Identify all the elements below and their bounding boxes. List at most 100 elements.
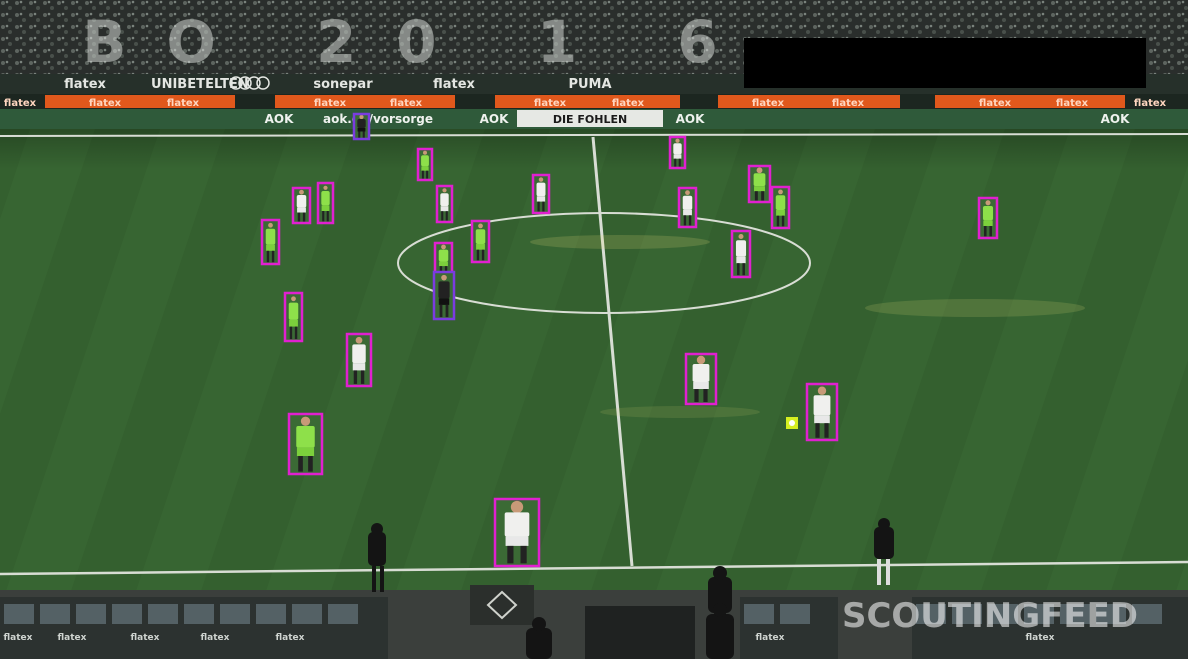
- player-leg: [694, 389, 699, 402]
- lower-ad-text: AOK: [1101, 112, 1130, 126]
- player-detection: [283, 291, 304, 343]
- tunnel-area: [585, 606, 695, 659]
- bench-ad-text: flatex: [276, 633, 305, 643]
- detection-box: [668, 135, 687, 170]
- player-detection: [677, 186, 698, 229]
- detection-box: [287, 412, 324, 476]
- detection-box: [283, 291, 304, 343]
- player-leg: [439, 266, 443, 275]
- player-leg: [445, 211, 448, 221]
- player-leg: [481, 249, 485, 261]
- player-leg: [308, 456, 313, 472]
- player-shorts: [736, 256, 746, 264]
- detection-box: [291, 186, 312, 225]
- detection-box: [531, 173, 551, 215]
- player-head: [538, 177, 544, 182]
- player-shirt: [673, 143, 682, 155]
- lower-ad-text: AOK: [265, 112, 294, 126]
- player-detection: [416, 147, 434, 182]
- player-head: [441, 244, 446, 250]
- player-shirt: [438, 249, 449, 262]
- player-leg: [289, 326, 293, 340]
- lower-ad-text: DIE FOHLEN: [553, 113, 627, 126]
- player-head: [300, 416, 311, 426]
- player-shirt: [813, 395, 831, 416]
- centre-circle: [397, 212, 811, 314]
- player-detection: [977, 196, 999, 240]
- player-leg: [326, 211, 329, 222]
- ball-detection: [786, 417, 798, 429]
- sideline-staff: [368, 518, 894, 659]
- player-shirt: [475, 229, 486, 244]
- player-shirt: [296, 426, 315, 448]
- player-leg: [520, 545, 527, 564]
- player-leg: [781, 215, 785, 227]
- detection-box: [416, 147, 434, 182]
- player-head: [738, 234, 744, 240]
- orange-ad-text: flatex: [1056, 98, 1089, 109]
- player-leg: [674, 158, 677, 167]
- orange-ad-text: flatex: [390, 98, 423, 109]
- player-shirt: [421, 155, 429, 167]
- orange-ad-board: [275, 95, 455, 108]
- orange-ad-board: [495, 95, 680, 108]
- detection-box: [432, 270, 456, 321]
- referee-detection: [432, 270, 456, 321]
- player-leg: [271, 250, 275, 263]
- detection-box: [435, 184, 454, 224]
- upper-ad-text: PUMA: [568, 77, 611, 92]
- player-head: [423, 150, 427, 155]
- bench-ad-text: flatex: [58, 633, 87, 643]
- player-detection: [730, 229, 752, 279]
- orange-ad-text: flatex: [167, 98, 200, 109]
- orange-ad-text: flatex: [89, 98, 122, 109]
- player-leg: [542, 201, 545, 212]
- upper-ad-text: flatex: [433, 77, 475, 92]
- player-leg: [683, 215, 687, 226]
- player-leg: [737, 263, 740, 276]
- player-leg: [421, 170, 424, 179]
- player-head: [441, 274, 447, 281]
- player-head: [696, 355, 706, 365]
- player-head: [510, 500, 524, 514]
- player-detection: [435, 184, 454, 224]
- player-leg: [776, 215, 780, 227]
- player-detection: [291, 186, 312, 225]
- detection-box: [770, 185, 791, 230]
- player-detection: [805, 382, 839, 442]
- bench-ad-text: flatex: [4, 633, 33, 643]
- upper-ad-text: UNIBET: [151, 77, 205, 92]
- player-head: [685, 190, 690, 196]
- upper-ad-text: sonepar: [313, 77, 373, 92]
- player-shorts: [776, 209, 785, 216]
- player-head: [323, 185, 328, 190]
- player-detection: [433, 241, 454, 278]
- detection-box: [677, 186, 698, 229]
- player-leg: [426, 170, 429, 179]
- player-leg: [537, 201, 540, 212]
- player-detection: [316, 181, 335, 225]
- player-leg: [358, 131, 361, 138]
- die-fohlen-board: [517, 110, 663, 127]
- detection-box: [352, 112, 371, 141]
- orange-ad-text: flatex: [534, 98, 567, 109]
- player-head: [675, 138, 680, 143]
- bench-ad-text: flatex: [131, 633, 160, 643]
- player-shirt: [692, 364, 710, 382]
- player-head: [756, 167, 763, 174]
- far-touchline: [0, 133, 1188, 137]
- player-shorts: [357, 128, 366, 132]
- lower-ad-text: aok.de/vorsorge: [323, 112, 433, 126]
- player-leg: [703, 389, 708, 402]
- player-leg: [302, 212, 306, 222]
- player-head: [985, 200, 991, 206]
- player-shirt: [352, 344, 366, 364]
- player-leg: [507, 545, 514, 564]
- player-leg: [439, 304, 443, 318]
- player-head: [359, 114, 364, 120]
- player-shorts: [438, 298, 450, 305]
- bench-ad-text: flatex: [756, 633, 785, 643]
- orange-ad-text: flatex: [1134, 98, 1167, 109]
- player-shirt: [321, 191, 330, 206]
- detection-box: [316, 181, 335, 225]
